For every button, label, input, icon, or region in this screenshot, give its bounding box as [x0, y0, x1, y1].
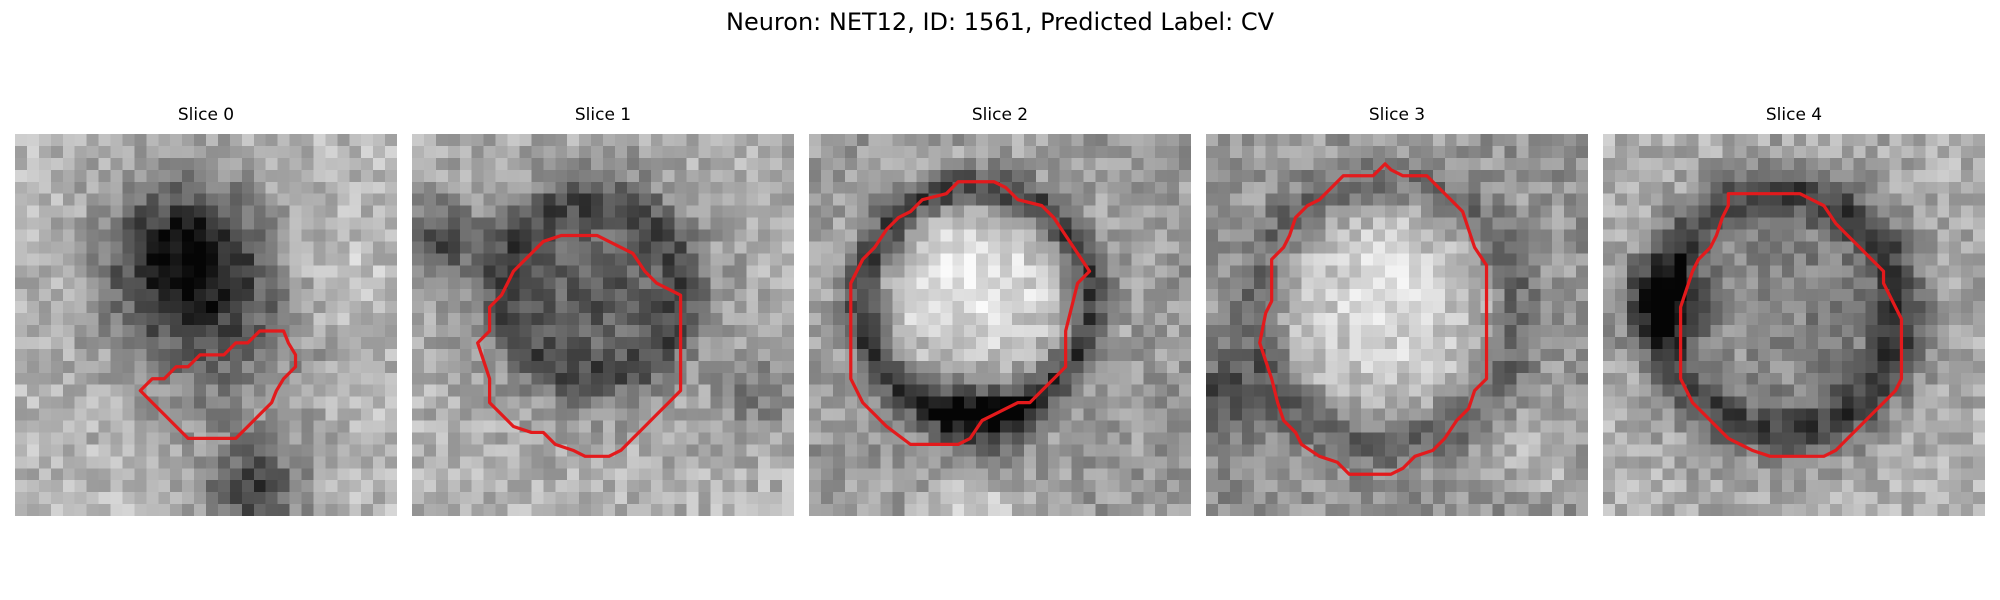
slice-panel-4: Slice 4 — [1603, 105, 1985, 516]
slice-panel-1: Slice 1 — [412, 105, 794, 516]
slice-title: Slice 1 — [412, 105, 794, 125]
slice-image — [412, 134, 794, 516]
slice-image — [15, 134, 397, 516]
slice-image — [809, 134, 1191, 516]
slice-title: Slice 2 — [809, 105, 1191, 125]
slice-title: Slice 0 — [15, 105, 397, 125]
slice-panel-2: Slice 2 — [809, 105, 1191, 516]
slice-title: Slice 3 — [1206, 105, 1588, 125]
slice-panel-0: Slice 0 — [15, 105, 397, 516]
slice-image — [1603, 134, 1985, 516]
figure-title: Neuron: NET12, ID: 1561, Predicted Label… — [0, 8, 2000, 36]
slice-image — [1206, 134, 1588, 516]
slice-panel-3: Slice 3 — [1206, 105, 1588, 516]
slice-title: Slice 4 — [1603, 105, 1985, 125]
